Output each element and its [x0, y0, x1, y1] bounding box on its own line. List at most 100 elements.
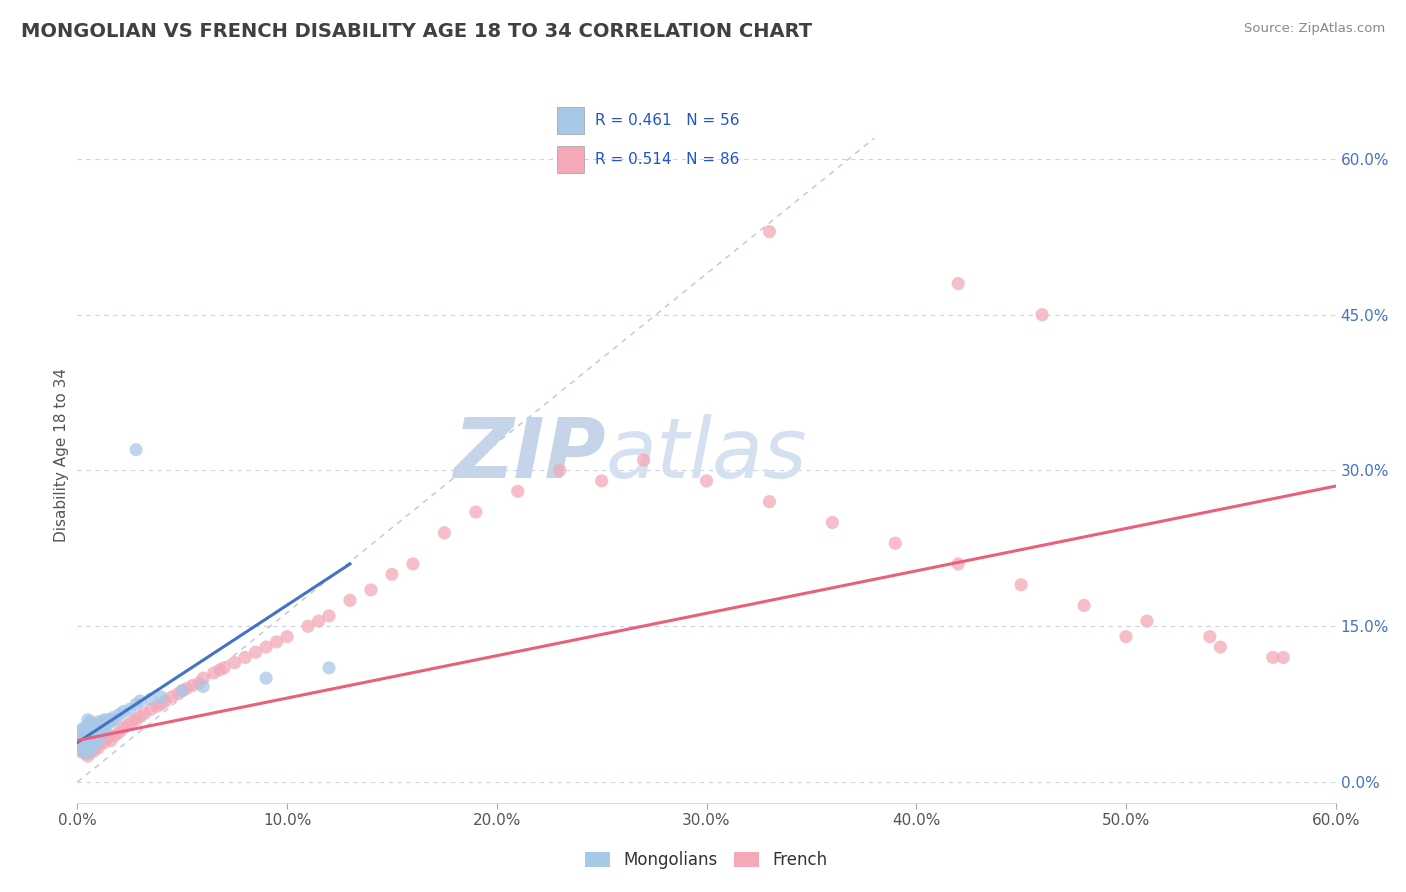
Point [75, 731, 97, 746]
Point [108, 707, 131, 722]
Point [402, 557, 425, 571]
Point [67, 733, 90, 747]
Point [83, 719, 105, 733]
Point [254, 671, 277, 685]
Point [308, 614, 330, 628]
Point [758, 494, 780, 508]
Point [87, 714, 110, 729]
Point [1209, 640, 1232, 654]
Point [125, 442, 148, 457]
Point [70, 735, 93, 749]
Point [276, 630, 298, 644]
Point [233, 650, 256, 665]
Point [176, 681, 198, 696]
Text: atlas: atlas [606, 415, 807, 495]
Point [79, 714, 101, 729]
Text: ZIP: ZIP [453, 415, 606, 495]
Point [1073, 599, 1095, 613]
Point [948, 277, 970, 291]
Point [202, 665, 225, 680]
Point [117, 718, 139, 732]
Point [80, 739, 103, 753]
Point [76, 720, 98, 734]
Point [121, 714, 143, 729]
Point [91, 714, 114, 729]
Point [89, 735, 111, 749]
Point [67, 728, 90, 742]
Point [167, 687, 190, 701]
Point [172, 683, 194, 698]
Point [101, 711, 124, 725]
Point [80, 731, 103, 745]
Point [83, 733, 105, 747]
Point [118, 702, 141, 716]
Point [125, 697, 148, 711]
Point [84, 718, 107, 732]
Point [548, 463, 571, 477]
Point [80, 733, 103, 747]
Point [84, 739, 107, 753]
Point [155, 694, 177, 708]
Legend: Mongolians, French: Mongolians, French [581, 847, 832, 874]
Point [70, 731, 93, 746]
Point [160, 690, 183, 704]
Point [591, 474, 613, 488]
Point [93, 713, 115, 727]
Point [87, 723, 110, 738]
Point [139, 692, 162, 706]
Point [93, 735, 115, 749]
Point [72, 735, 94, 749]
Point [464, 505, 486, 519]
Point [297, 619, 319, 633]
Point [80, 723, 103, 738]
Point [89, 718, 111, 732]
Point [758, 225, 780, 239]
Point [1199, 630, 1222, 644]
Point [67, 744, 90, 758]
Point [79, 738, 101, 752]
Point [1261, 650, 1284, 665]
Point [1272, 650, 1295, 665]
Point [360, 582, 382, 597]
Point [245, 645, 267, 659]
Point [150, 697, 173, 711]
Point [172, 683, 194, 698]
Point [884, 536, 907, 550]
Point [84, 726, 107, 740]
Point [100, 733, 122, 747]
Point [104, 728, 127, 742]
Point [129, 709, 152, 723]
Point [76, 749, 98, 764]
Point [224, 656, 246, 670]
Point [254, 640, 277, 654]
Point [84, 735, 107, 749]
Point [134, 706, 156, 721]
Bar [557, 145, 583, 173]
Point [80, 717, 103, 731]
Point [108, 725, 131, 739]
Point [96, 718, 118, 732]
Point [212, 661, 235, 675]
Point [948, 557, 970, 571]
Point [75, 746, 97, 760]
Point [181, 678, 204, 692]
Point [76, 713, 98, 727]
Point [72, 728, 94, 742]
Point [75, 739, 97, 753]
Point [79, 721, 101, 735]
Point [97, 713, 120, 727]
Point [104, 713, 127, 727]
Point [139, 702, 162, 716]
Point [191, 671, 215, 685]
Point [112, 705, 135, 719]
Point [188, 676, 211, 690]
Point [80, 740, 103, 755]
Point [76, 740, 98, 755]
Point [76, 733, 98, 747]
Point [72, 721, 94, 735]
Point [87, 733, 110, 747]
Point [79, 735, 101, 749]
Point [76, 740, 98, 755]
Point [1031, 308, 1053, 322]
Point [96, 731, 118, 746]
